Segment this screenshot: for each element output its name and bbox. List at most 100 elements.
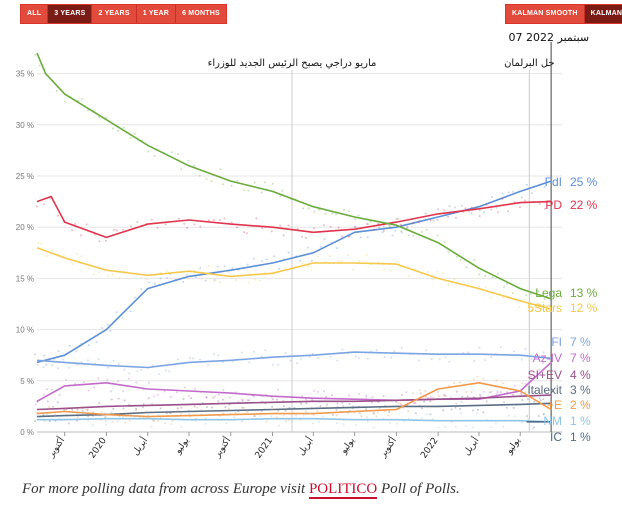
poll-point [270,408,273,411]
poll-point [241,420,244,423]
poll-point [401,393,403,396]
range-2-years-button[interactable]: 2 YEARS [92,5,137,23]
poll-point [195,406,198,409]
poll-point [116,129,119,132]
poll-point [187,394,190,397]
poll-point [277,388,280,391]
poll-point [240,351,243,354]
poll-point [86,359,89,362]
kalman-button[interactable]: KALMAN [584,5,622,23]
poll-point [461,204,463,207]
poll-point [496,391,499,393]
poll-point [322,415,325,418]
poll-point [542,301,544,304]
poll-point [111,420,114,423]
poll-point [130,414,133,417]
poll-point [444,426,447,428]
poll-point [353,225,356,228]
x-tick-label: أكتوبر [210,435,233,460]
poll-point [424,390,427,393]
range-3-years-button[interactable]: 3 YEARS [48,5,93,23]
range-1-year-button[interactable]: 1 YEAR [136,5,177,23]
poll-point [341,235,344,238]
poll-point [482,377,485,380]
poll-point [331,212,334,215]
poll-point [400,223,402,226]
poll-point [467,282,470,285]
poll-point [514,415,517,418]
kalman-smooth-button[interactable]: KALMAN SMOOTH [506,5,585,23]
poll-point [495,422,497,425]
poll-point [438,358,441,361]
poll-point [157,372,160,375]
poll-point [414,402,417,404]
poll-point [164,223,167,226]
poll-point [225,422,228,425]
poll-point [74,223,77,225]
poll-point [278,424,281,427]
poll-point [210,413,213,416]
poll-point [431,418,434,420]
poll-point [145,278,148,281]
poll-point [527,398,529,401]
legend-name-fi: FI [551,335,562,349]
poll-point [429,400,432,403]
poll-point [395,422,398,425]
poll-point [205,396,208,399]
poll-point [417,359,420,362]
poll-point [192,357,195,360]
poll-point [43,354,46,357]
poll-point [153,420,156,423]
poll-point [512,190,515,193]
x-tick-label: 2022 [419,436,440,460]
poll-point [227,407,230,410]
poll-point [130,225,132,228]
poll-point [64,406,67,409]
poll-point [122,126,125,129]
poll-point [302,414,305,417]
poll-point [48,406,50,408]
poll-point [414,412,417,415]
poll-point [157,413,160,416]
poll-point [417,221,420,224]
poll-point [183,222,186,225]
poll-point [443,241,446,244]
poll-point [81,412,84,414]
y-tick-label: 35 % [16,70,34,79]
range-6-months-button[interactable]: 6 MONTHS [176,5,226,23]
range-all-button[interactable]: ALL [21,5,49,23]
series-line-nm [37,417,552,423]
poll-point [429,396,432,399]
poll-point [466,397,468,400]
legend-value-nm: 1 % [570,414,591,428]
poll-point [317,390,319,393]
poll-point [111,273,114,276]
poll-point [432,219,435,222]
poll-point [313,389,315,392]
poll-point [148,381,150,384]
poll-point [420,417,423,420]
poll-point [171,420,174,422]
footer-note: For more polling data from across Europe… [22,481,460,499]
legend-name-az-iv: Az-IV [533,351,562,365]
poll-point [127,377,130,380]
poll-point [310,259,313,262]
poll-point [455,402,458,405]
poll-point [261,227,264,230]
politico-link[interactable]: POLITICO [308,481,378,499]
poll-point [470,391,473,394]
poll-point [87,419,90,422]
poll-point [454,425,457,428]
poll-point [247,189,250,192]
poll-point [467,351,470,354]
y-axis: 0 % 5 % 10 % 15 % 20 % 25 % 30 % 35 % [16,70,34,437]
poll-point [495,206,498,209]
poll-point [512,350,515,353]
poll-point [123,368,126,371]
poll-point [271,405,274,408]
poll-point [424,212,427,215]
poll-point [400,230,403,233]
poll-point [50,388,53,391]
poll-point [470,212,473,215]
poll-chart[interactable]: 0 % 5 % 10 % 15 % 20 % 25 % 30 % 35 % أكتوبر 202… [0,0,622,478]
